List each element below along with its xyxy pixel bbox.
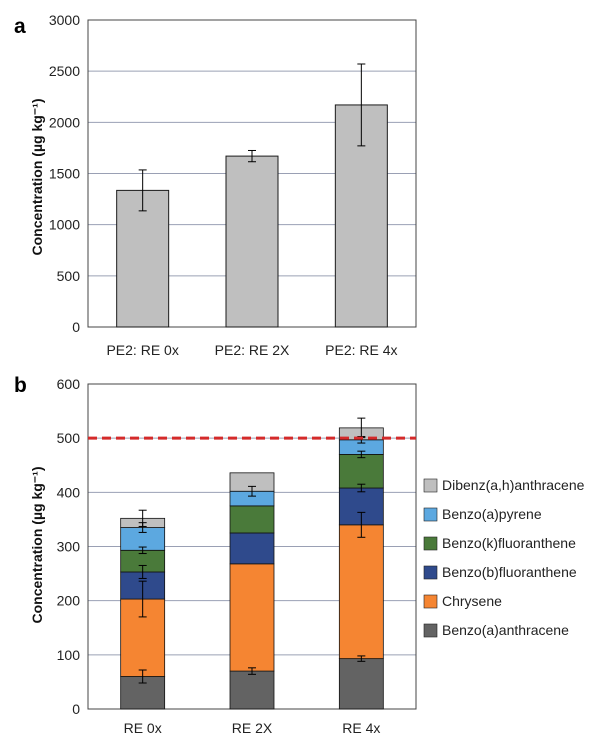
legend-label: Benzo(k)fluoranthene <box>442 535 576 551</box>
x-tick-label: PE2: RE 0x <box>106 342 178 358</box>
bar-segment <box>229 670 275 710</box>
legend-swatch <box>423 478 438 493</box>
legend-label: Benzo(b)fluoranthene <box>442 564 577 580</box>
legend-swatch <box>423 536 438 551</box>
bar-segment <box>338 658 384 710</box>
y-tick-label: 600 <box>57 376 81 392</box>
bar <box>225 155 279 328</box>
y-tick-label: 3000 <box>49 12 80 28</box>
panel-a-letter: a <box>14 15 26 38</box>
y-tick-label: 1000 <box>49 217 80 233</box>
y-tick-label: 300 <box>57 539 81 555</box>
bar-segment <box>338 454 384 489</box>
legend-swatch <box>423 623 438 638</box>
legend-swatch <box>423 565 438 580</box>
legend-swatch <box>423 594 438 609</box>
y-tick-label: 2000 <box>49 114 80 130</box>
y-tick-label: 2500 <box>49 63 80 79</box>
legend-label: Benzo(a)pyrene <box>442 506 542 522</box>
y-tick-label: 100 <box>57 647 81 663</box>
legend-label: Chrysene <box>442 593 502 609</box>
panel-a: a Concentration (µg kg⁻¹) 0 500 1000 1500 20… <box>14 12 417 358</box>
bar-segment <box>229 505 275 534</box>
x-tick-label: PE2: RE 2X <box>215 342 290 358</box>
panel-b-y-axis-label: Concentration (µg kg⁻¹) <box>29 466 45 623</box>
x-tick-label: RE 4x <box>342 720 380 736</box>
y-tick-label: 1500 <box>49 166 80 182</box>
panel-b-letter: b <box>14 374 27 397</box>
x-tick-label: PE2: RE 4x <box>325 342 397 358</box>
legend-label: Benzo(a)anthracene <box>442 622 569 638</box>
bar-segment <box>229 532 275 565</box>
bar-segment <box>338 524 384 660</box>
legend-swatch <box>423 507 438 522</box>
y-tick-label: 0 <box>72 701 80 717</box>
y-tick-label: 500 <box>57 268 81 284</box>
legend-label: Dibenz(a,h)anthracene <box>442 477 585 493</box>
panel-b: b Concentration (µg kg⁻¹) 0 100 200 300 400 5… <box>14 374 585 736</box>
bar-segment <box>229 563 275 672</box>
y-tick-label: 0 <box>72 319 80 335</box>
x-tick-label: RE 0x <box>124 720 162 736</box>
y-tick-label: 400 <box>57 484 81 500</box>
y-tick-label: 200 <box>57 593 81 609</box>
panel-a-y-axis-label: Concentration (µg kg⁻¹) <box>29 98 45 255</box>
y-tick-label: 500 <box>57 430 81 446</box>
x-tick-label: RE 2X <box>232 720 273 736</box>
